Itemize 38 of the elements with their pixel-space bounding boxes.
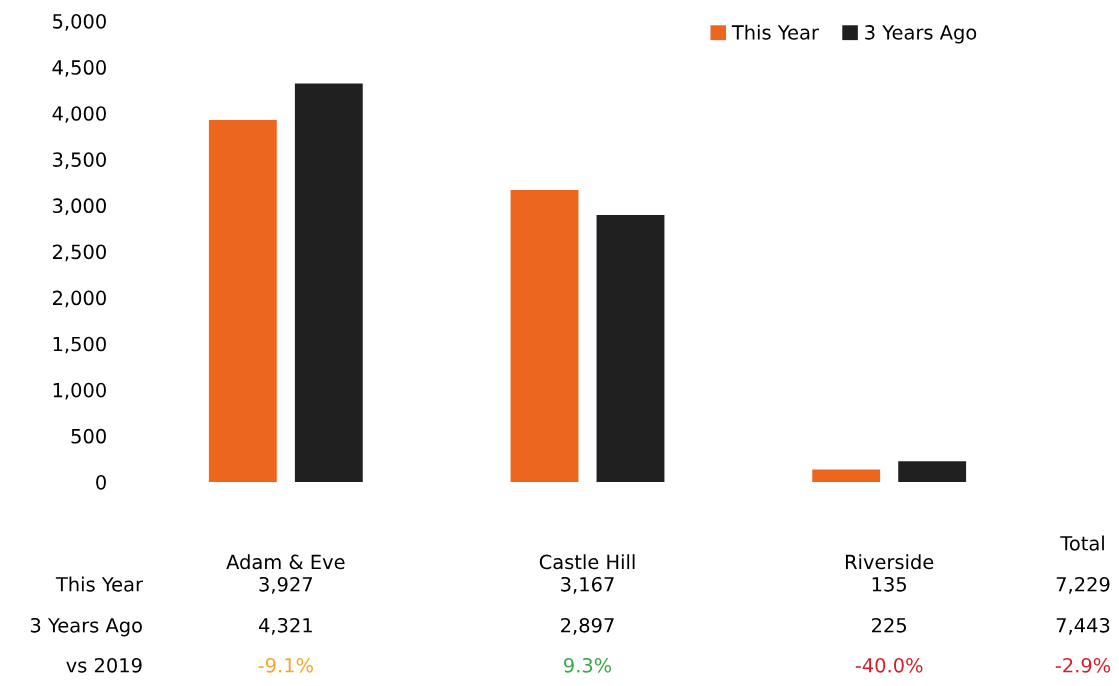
bar xyxy=(898,461,967,482)
bar xyxy=(596,214,665,482)
bar xyxy=(208,119,277,482)
bar xyxy=(294,83,363,482)
y-tick-label: 0 xyxy=(96,474,106,490)
data-label: 4,321 xyxy=(258,617,312,635)
text: Total xyxy=(1060,535,1104,551)
y-tick-label: 1,000 xyxy=(53,382,106,400)
text: 9.3% xyxy=(564,657,612,673)
y-tick-label: 5,000 xyxy=(53,13,106,31)
text: 7,443 xyxy=(1056,617,1110,635)
text: -2.9% xyxy=(1055,657,1111,673)
y-tick-label: 500 xyxy=(71,428,106,444)
text: This Year xyxy=(55,576,143,592)
y-tick-label: 2,000 xyxy=(52,290,106,308)
data-label: 135 xyxy=(872,576,907,592)
y-tick-label: 4,000 xyxy=(52,106,106,123)
y-tick-label: 1,500 xyxy=(53,336,106,354)
text: vs 2019 xyxy=(66,657,142,673)
x-tick-label: Adam & Eve xyxy=(226,554,345,570)
y-tick-label: 2,500 xyxy=(52,244,106,262)
y-tick-label: 3,500 xyxy=(53,152,106,169)
y-tick-label: 4,500 xyxy=(52,60,106,77)
text: -40.0% xyxy=(855,657,923,673)
x-tick-label: Castle Hill xyxy=(539,554,635,570)
legend-label: This Year xyxy=(731,24,819,40)
data-label: 225 xyxy=(872,617,907,633)
bar xyxy=(812,469,881,482)
legend-label: 3 Years Ago xyxy=(865,25,977,44)
data-label: 2,897 xyxy=(561,617,614,635)
text: 7,229 xyxy=(1056,576,1110,594)
data-label: 3,167 xyxy=(561,576,614,594)
bar xyxy=(510,190,579,482)
text: 3 Years Ago xyxy=(30,617,142,637)
text: -9.1% xyxy=(258,657,313,673)
x-tick-label: Riverside xyxy=(845,554,934,570)
data-label: 3,927 xyxy=(259,576,312,594)
y-tick-label: 3,000 xyxy=(53,198,106,216)
